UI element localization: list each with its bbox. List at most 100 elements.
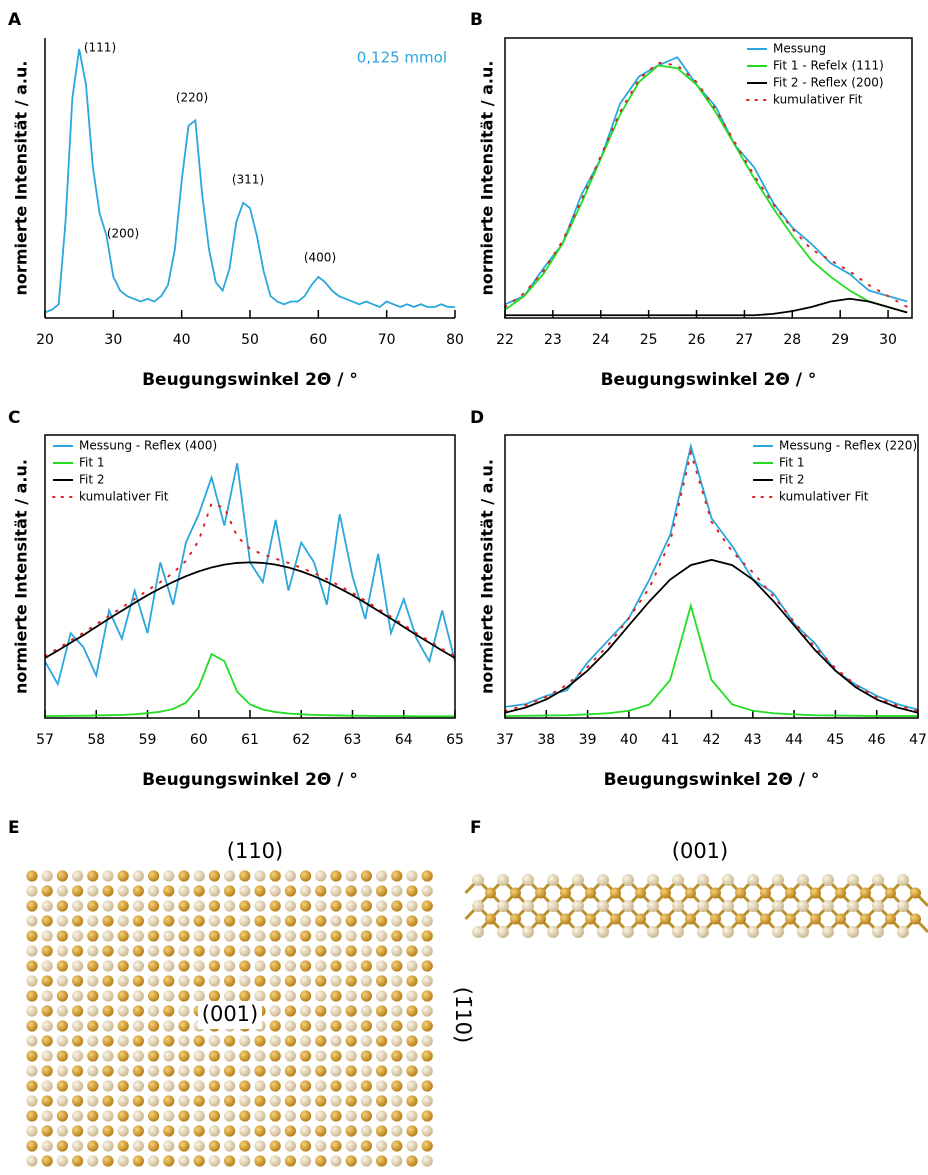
atom xyxy=(345,900,357,912)
atom xyxy=(87,1155,99,1167)
atom xyxy=(239,1035,251,1047)
atom xyxy=(376,1080,388,1092)
atom xyxy=(300,900,312,912)
atom xyxy=(847,874,859,886)
atom xyxy=(178,990,190,1002)
plot-lines xyxy=(44,463,456,718)
atom xyxy=(193,900,205,912)
atom xyxy=(117,870,129,882)
atom xyxy=(421,975,433,987)
atom xyxy=(239,885,251,897)
atom xyxy=(345,1080,357,1092)
atom xyxy=(148,870,160,882)
atom xyxy=(710,913,721,925)
atom xyxy=(26,915,38,927)
atom xyxy=(269,945,281,957)
atom xyxy=(572,900,584,912)
atom xyxy=(56,1080,68,1092)
atom xyxy=(672,926,684,938)
structure-f xyxy=(464,874,928,938)
atom xyxy=(522,874,534,886)
atom xyxy=(597,900,609,912)
atom xyxy=(421,885,433,897)
atom xyxy=(391,1065,403,1077)
atom xyxy=(117,945,129,957)
atom xyxy=(41,900,53,912)
atom xyxy=(406,900,418,912)
atom xyxy=(330,900,342,912)
atom xyxy=(376,885,388,897)
x-tick-label: 45 xyxy=(826,732,844,748)
atom xyxy=(560,887,571,899)
atom xyxy=(897,874,909,886)
atom xyxy=(163,990,175,1002)
atom xyxy=(193,885,205,897)
atom xyxy=(26,1065,38,1077)
atom xyxy=(345,1140,357,1152)
atom xyxy=(391,870,403,882)
atom xyxy=(284,1050,296,1062)
atom xyxy=(102,1020,114,1032)
atom xyxy=(406,915,418,927)
atom xyxy=(269,1065,281,1077)
atom xyxy=(284,1020,296,1032)
atom xyxy=(760,913,771,925)
atom xyxy=(535,913,546,925)
atom xyxy=(315,915,327,927)
atom xyxy=(497,874,509,886)
atom xyxy=(284,1065,296,1077)
atom xyxy=(163,1020,175,1032)
atom xyxy=(635,887,646,899)
atom xyxy=(72,870,84,882)
atom xyxy=(254,900,266,912)
legend-label: Fit 1 xyxy=(79,456,105,470)
atom xyxy=(315,1095,327,1107)
atom xyxy=(102,960,114,972)
atom xyxy=(345,975,357,987)
atom xyxy=(148,1140,160,1152)
atom xyxy=(56,1155,68,1167)
atom xyxy=(254,885,266,897)
atom xyxy=(360,1005,372,1017)
atom xyxy=(300,885,312,897)
atom xyxy=(585,913,596,925)
x-tick-label: 37 xyxy=(496,732,514,748)
atom xyxy=(163,1050,175,1062)
peak-label: (400) xyxy=(304,251,336,265)
atom xyxy=(685,913,696,925)
atom xyxy=(269,1155,281,1167)
y-axis-label: normierte Intensität / a.u. xyxy=(12,459,31,694)
atom xyxy=(132,1155,144,1167)
atom xyxy=(572,874,584,886)
y-axis-label: normierte Intensität / a.u. xyxy=(12,61,31,296)
atom xyxy=(102,990,114,1002)
atom xyxy=(148,990,160,1002)
atom xyxy=(132,1110,144,1122)
atom xyxy=(391,1005,403,1017)
atom xyxy=(360,1140,372,1152)
atom xyxy=(102,1140,114,1152)
atom xyxy=(254,870,266,882)
atom xyxy=(239,1095,251,1107)
atom xyxy=(785,913,796,925)
atom xyxy=(872,900,884,912)
atom xyxy=(300,1005,312,1017)
atom xyxy=(269,960,281,972)
atom xyxy=(132,930,144,942)
atom xyxy=(522,926,534,938)
atom xyxy=(208,1125,220,1137)
atom xyxy=(330,1035,342,1047)
atom xyxy=(269,990,281,1002)
atom xyxy=(376,870,388,882)
panel-label: A xyxy=(8,10,22,30)
atom xyxy=(72,990,84,1002)
atom xyxy=(208,1050,220,1062)
atom xyxy=(406,975,418,987)
atom xyxy=(747,900,759,912)
atom xyxy=(284,1005,296,1017)
atom xyxy=(330,1110,342,1122)
atom xyxy=(406,1065,418,1077)
atom xyxy=(647,926,659,938)
atom xyxy=(163,1065,175,1077)
